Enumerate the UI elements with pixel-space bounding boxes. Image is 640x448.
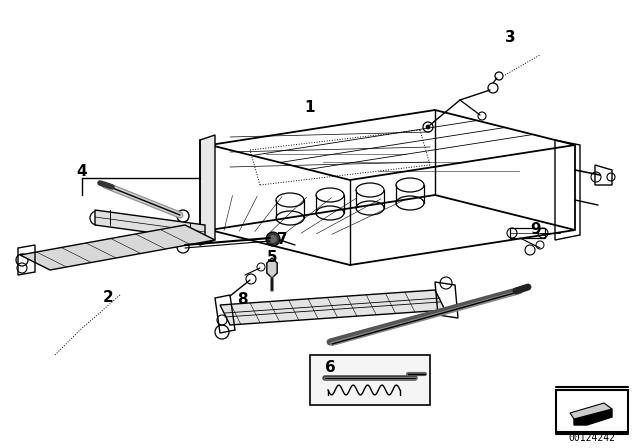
Polygon shape: [570, 403, 612, 419]
Polygon shape: [20, 225, 215, 270]
Text: 1: 1: [305, 100, 316, 116]
Text: 4: 4: [77, 164, 87, 180]
Polygon shape: [200, 135, 215, 245]
Text: 00124242: 00124242: [568, 433, 616, 443]
Circle shape: [269, 235, 277, 243]
Polygon shape: [95, 210, 205, 240]
Text: 8: 8: [237, 293, 247, 307]
Text: 9: 9: [531, 223, 541, 237]
Text: 2: 2: [102, 290, 113, 306]
Text: 5: 5: [267, 250, 277, 266]
Polygon shape: [556, 390, 628, 432]
Polygon shape: [574, 409, 612, 425]
Circle shape: [426, 125, 430, 129]
Text: 3: 3: [505, 30, 515, 46]
Polygon shape: [267, 258, 277, 278]
Text: 6: 6: [324, 361, 335, 375]
Circle shape: [266, 232, 280, 246]
Polygon shape: [220, 290, 445, 325]
Circle shape: [362, 370, 378, 386]
Text: 7: 7: [276, 233, 287, 247]
Polygon shape: [310, 355, 430, 405]
Circle shape: [366, 374, 374, 382]
